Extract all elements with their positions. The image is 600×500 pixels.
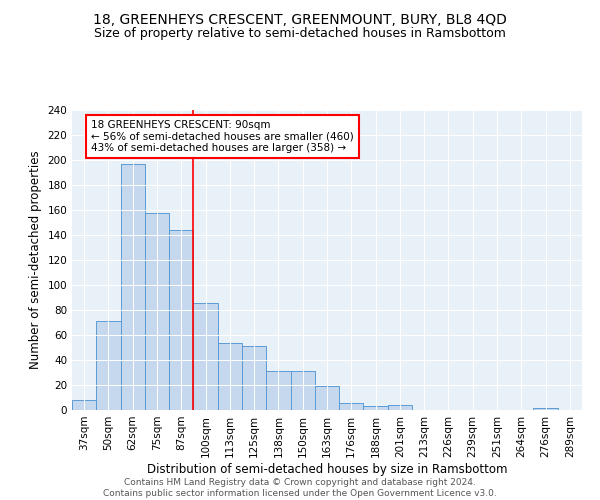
Bar [290, 371, 315, 410]
Bar [218, 342, 242, 410]
Text: Contains HM Land Registry data © Crown copyright and database right 2024.
Contai: Contains HM Land Registry data © Crown c… [103, 478, 497, 498]
Bar [315, 386, 339, 410]
Bar [121, 164, 145, 410]
Bar [145, 212, 169, 410]
Bar [266, 371, 290, 410]
Y-axis label: Number of semi-detached properties: Number of semi-detached properties [29, 150, 42, 370]
Bar [193, 302, 218, 410]
Bar [388, 405, 412, 410]
Text: 18 GREENHEYS CRESCENT: 90sqm
← 56% of semi-detached houses are smaller (460)
43%: 18 GREENHEYS CRESCENT: 90sqm ← 56% of se… [91, 120, 354, 153]
X-axis label: Distribution of semi-detached houses by size in Ramsbottom: Distribution of semi-detached houses by … [147, 462, 507, 475]
Bar [96, 322, 121, 410]
Bar [72, 400, 96, 410]
Bar [364, 406, 388, 410]
Bar [533, 408, 558, 410]
Text: Size of property relative to semi-detached houses in Ramsbottom: Size of property relative to semi-detach… [94, 28, 506, 40]
Bar [339, 402, 364, 410]
Bar [242, 346, 266, 410]
Bar [169, 230, 193, 410]
Text: 18, GREENHEYS CRESCENT, GREENMOUNT, BURY, BL8 4QD: 18, GREENHEYS CRESCENT, GREENMOUNT, BURY… [93, 12, 507, 26]
